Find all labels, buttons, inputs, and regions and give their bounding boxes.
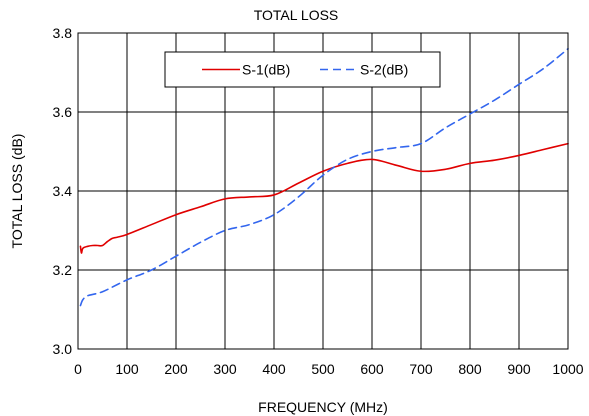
x-tick-label: 600: [360, 361, 384, 377]
y-axis-label: TOTAL LOSS (dB): [9, 134, 25, 249]
legend-label-2: S-2(dB): [360, 62, 408, 78]
legend: S-1(dB) S-2(dB): [164, 51, 441, 88]
tick-labels: 0 100 200 300 400 500 600 700 800 900 1000 3.0 3.2 3.…: [53, 25, 584, 377]
x-tick-label: 1000: [552, 361, 583, 377]
chart-title: TOTAL LOSS: [254, 7, 339, 23]
plot-frame: [77, 32, 569, 350]
x-axis-label: FREQUENCY (MHz): [258, 399, 388, 415]
x-tick-label: 400: [262, 361, 286, 377]
y-tick-label: 3.6: [53, 104, 73, 120]
x-tick-label: 800: [458, 361, 482, 377]
y-tick-label: 3.4: [53, 183, 73, 199]
series-lines: [79, 48, 569, 307]
series-line-1: [79, 142, 569, 254]
x-tick-label: 700: [409, 361, 433, 377]
x-tick-label: 300: [213, 361, 237, 377]
x-tick-label: 900: [507, 361, 531, 377]
x-tick-label: 0: [74, 361, 82, 377]
y-tick-label: 3.2: [53, 262, 73, 278]
series-line-2: [79, 48, 569, 307]
x-tick-label: 500: [311, 361, 335, 377]
legend-label-1: S-1(dB): [242, 62, 290, 78]
y-tick-label: 3.8: [53, 25, 73, 41]
x-tick-label: 100: [115, 361, 139, 377]
x-tick-label: 200: [164, 361, 188, 377]
y-tick-label: 3.0: [53, 341, 73, 357]
